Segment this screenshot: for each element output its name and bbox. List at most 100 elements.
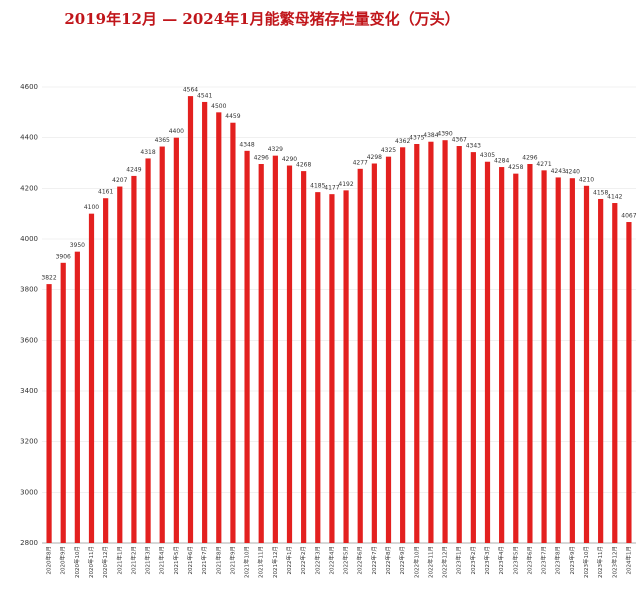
bar xyxy=(286,165,293,544)
x-tick-label: 2023年6月 xyxy=(525,546,533,575)
bar xyxy=(456,146,462,543)
bar xyxy=(46,284,52,543)
value-label: 4305 xyxy=(480,152,495,159)
x-tick-label: 2021年11月 xyxy=(257,546,265,578)
x-tick-label: 2021年7月 xyxy=(200,546,208,575)
x-tick-label: 2023年12月 xyxy=(610,546,618,578)
value-label: 4325 xyxy=(381,147,396,154)
value-label: 4329 xyxy=(268,146,283,153)
value-label: 4564 xyxy=(183,87,198,94)
x-tick-label: 2021年10月 xyxy=(243,546,251,578)
value-label: 4277 xyxy=(353,159,368,166)
value-label: 4258 xyxy=(508,164,523,171)
value-label: 4177 xyxy=(324,185,339,192)
y-tick-label: 4000 xyxy=(20,235,38,243)
bar xyxy=(88,213,95,543)
x-tick-label: 2021年4月 xyxy=(158,546,166,575)
x-tick-label: 2023年5月 xyxy=(511,546,519,575)
bar xyxy=(117,186,123,543)
bar xyxy=(301,171,307,543)
chart-title: 2019年12月 — 2024年1月能繁母猪存栏量变化（万头） xyxy=(64,10,459,28)
value-label: 4500 xyxy=(211,103,226,110)
y-tick-label: 4400 xyxy=(20,134,38,142)
bar xyxy=(145,158,151,543)
value-label: 4284 xyxy=(494,158,509,165)
x-tick-label: 2022年6月 xyxy=(356,546,364,575)
value-label: 4240 xyxy=(565,169,580,176)
bar xyxy=(371,163,377,544)
x-tick-label: 2022年9月 xyxy=(398,546,406,575)
value-label: 4390 xyxy=(437,131,452,138)
bar xyxy=(159,146,165,544)
bar xyxy=(428,141,434,543)
x-tick-label: 2020年12月 xyxy=(101,546,109,578)
bar xyxy=(626,222,632,543)
value-label: 3906 xyxy=(56,253,71,260)
bar xyxy=(343,190,349,544)
bar xyxy=(216,112,222,543)
value-label: 4100 xyxy=(84,204,99,211)
value-label: 4268 xyxy=(296,162,311,169)
bar xyxy=(555,177,561,543)
bar xyxy=(258,164,264,543)
x-tick-label: 2023年8月 xyxy=(554,546,562,575)
bar xyxy=(527,164,533,543)
value-label: 4375 xyxy=(409,135,424,142)
bar xyxy=(74,251,80,543)
bar xyxy=(187,96,194,544)
value-label: 4142 xyxy=(607,194,622,201)
x-tick-label: 2023年3月 xyxy=(483,546,491,575)
x-tick-label: 2021年12月 xyxy=(271,546,279,578)
x-tick-label: 2022年1月 xyxy=(285,546,293,575)
value-label: 3950 xyxy=(70,242,85,249)
value-label: 4210 xyxy=(579,176,594,183)
x-tick-label: 2020年9月 xyxy=(59,546,67,575)
y-tick-label: 3000 xyxy=(20,488,38,496)
bar xyxy=(442,140,448,543)
value-label: 4192 xyxy=(338,181,353,188)
x-tick-label: 2022年4月 xyxy=(327,546,335,575)
bar xyxy=(541,170,547,543)
bar xyxy=(329,194,335,543)
value-label: 4290 xyxy=(282,156,297,163)
bar xyxy=(131,175,137,544)
bar xyxy=(272,155,278,544)
value-label: 4243 xyxy=(551,168,566,175)
value-label: 4362 xyxy=(395,138,410,145)
x-tick-label: 2020年10月 xyxy=(73,546,81,578)
y-tick-label: 3200 xyxy=(20,438,38,446)
bar xyxy=(612,203,618,543)
value-label: 4367 xyxy=(452,137,467,144)
bar xyxy=(60,262,66,543)
value-label: 4067 xyxy=(621,213,636,220)
x-tick-label: 2023年10月 xyxy=(582,546,590,578)
y-tick-label: 3800 xyxy=(20,286,38,294)
value-label: 4158 xyxy=(593,189,608,196)
x-tick-label: 2022年10月 xyxy=(412,546,420,578)
x-tick-label: 2020年11月 xyxy=(87,546,95,578)
x-tick-label: 2022年3月 xyxy=(313,546,321,575)
x-tick-label: 2021年9月 xyxy=(228,546,236,575)
x-tick-label: 2022年11月 xyxy=(426,546,434,578)
value-label: 4298 xyxy=(367,154,382,161)
x-tick-label: 2021年5月 xyxy=(172,546,180,575)
value-label: 4365 xyxy=(155,137,170,144)
value-label: 4296 xyxy=(254,155,269,162)
bar xyxy=(400,147,406,543)
x-tick-label: 2023年4月 xyxy=(497,546,505,575)
bar xyxy=(244,150,250,543)
bar xyxy=(385,156,392,543)
x-tick-label: 2022年12月 xyxy=(441,546,449,578)
value-label: 4318 xyxy=(140,149,155,156)
x-tick-label: 2021年8月 xyxy=(214,546,222,575)
bar xyxy=(103,198,109,544)
bar xyxy=(357,168,363,543)
bar xyxy=(173,137,179,543)
value-label: 4384 xyxy=(423,132,438,139)
value-label: 4348 xyxy=(239,141,254,148)
y-tick-label: 2800 xyxy=(20,539,38,547)
value-label: 3822 xyxy=(41,275,56,282)
y-tick-label: 3600 xyxy=(20,336,38,344)
x-tick-label: 2024年1月 xyxy=(624,546,632,575)
